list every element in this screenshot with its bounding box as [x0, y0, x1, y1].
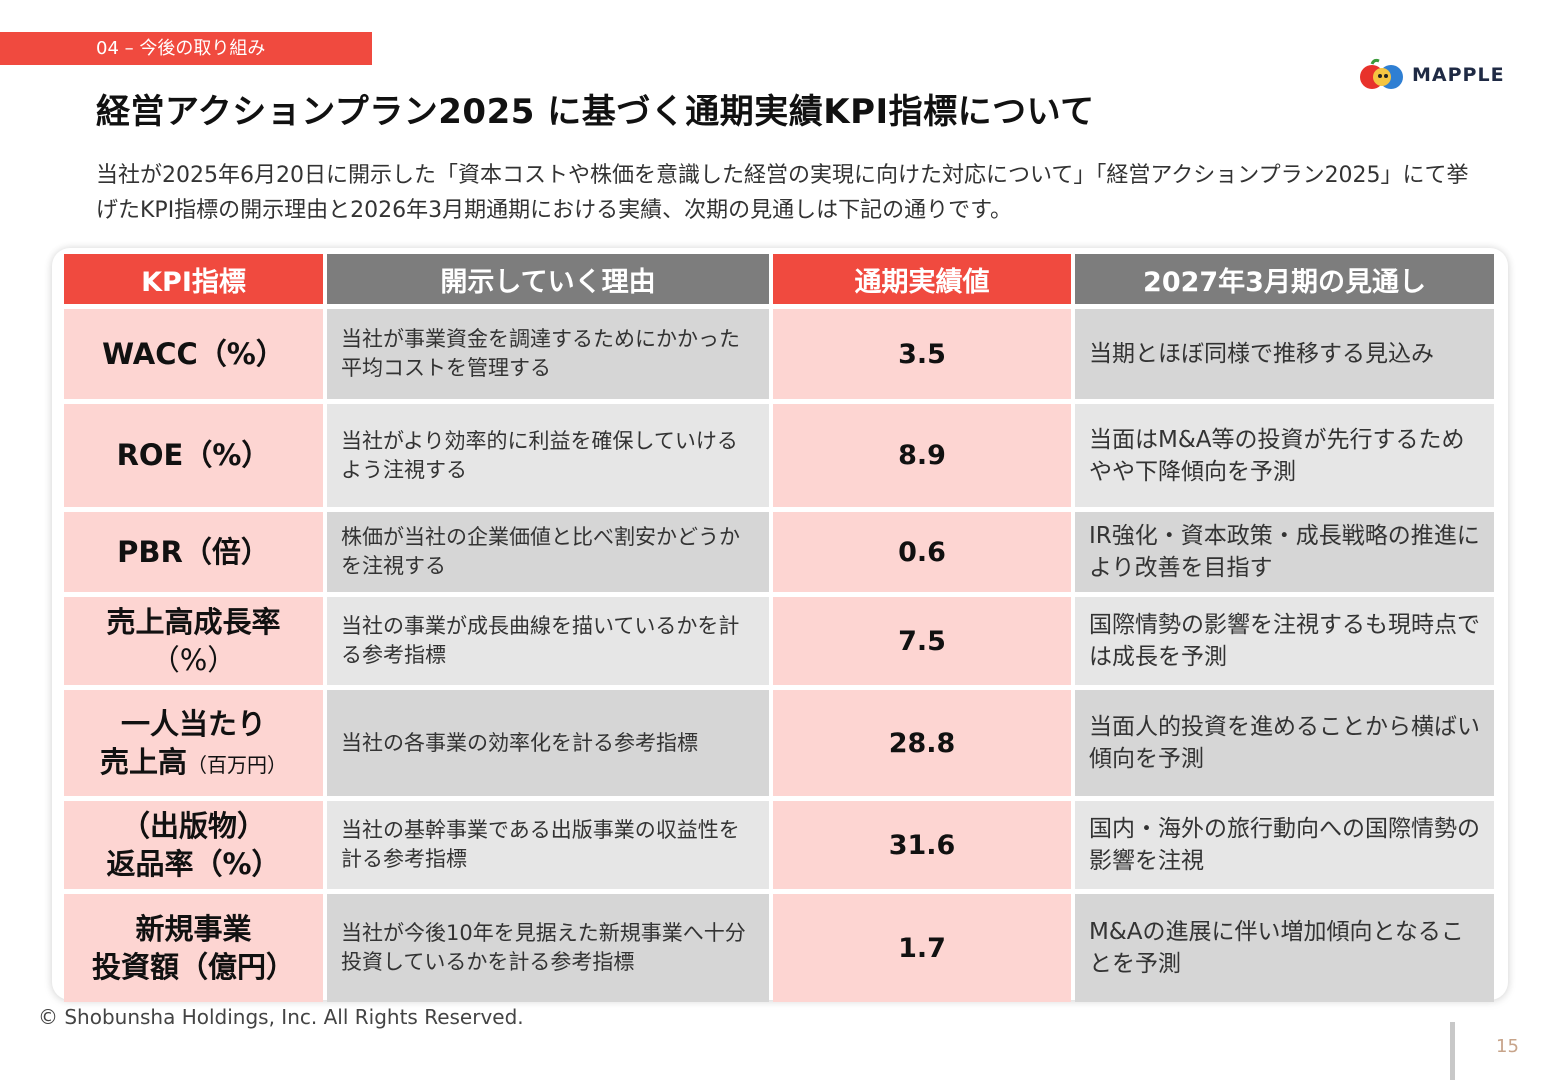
kpi-name: 新規事業: [135, 911, 252, 946]
reason-cell: 当社が今後10年を見据えた新規事業へ十分投資しているかを計る参考指標: [327, 894, 769, 1002]
kpi-unit: （%）: [150, 643, 237, 677]
page-divider: [1450, 1022, 1455, 1080]
company-logo: MAPPLE: [1358, 56, 1508, 94]
page-title: 経営アクションプラン2025 に基づく通期実績KPI指標について: [96, 92, 1095, 132]
header-outlook: 2027年3月期の見通し: [1075, 254, 1494, 304]
kpi-cell: （出版物） 返品率（%）: [64, 801, 323, 889]
outlook-cell: IR強化・資本政策・成長戦略の推進により改善を目指す: [1075, 512, 1494, 592]
reason-cell: 当社が事業資金を調達するためにかかった平均コストを管理する: [327, 309, 769, 399]
outlook-cell: 当期とほぼ同様で推移する見込み: [1075, 309, 1494, 399]
header-kpi: KPI指標: [64, 254, 323, 304]
kpi-name: 一人当たり: [120, 706, 266, 741]
outlook-cell: 当面人的投資を進めることから横ばい傾向を予測: [1075, 690, 1494, 796]
reason-cell: 当社の事業が成長曲線を描いているかを計る参考指標: [327, 597, 769, 685]
section-tag: 04 – 今後の取り組み: [0, 32, 372, 65]
kpi-name-line2: 投資額（億円）: [91, 950, 295, 984]
copyright: © Shobunsha Holdings, Inc. All Rights Re…: [38, 1005, 524, 1029]
value-cell: 31.6: [773, 801, 1071, 889]
logo-text: MAPPLE: [1412, 64, 1505, 86]
kpi-unit: （百万円）: [187, 753, 287, 777]
reason-cell: 株価が当社の企業価値と比べ割安かどうかを注視する: [327, 512, 769, 592]
value-cell: 28.8: [773, 690, 1071, 796]
reason-cell: 当社の各事業の効率化を計る参考指標: [327, 690, 769, 796]
value-cell: 1.7: [773, 894, 1071, 1002]
outlook-cell: M&Aの進展に伴い増加傾向となることを予測: [1075, 894, 1494, 1002]
kpi-cell: WACC（%）: [64, 309, 323, 399]
lead-paragraph: 当社が2025年6月20日に開示した「資本コストや株価を意識した経営の実現に向け…: [96, 163, 1469, 223]
kpi-cell: 売上高成長率 （%）: [64, 597, 323, 685]
outlook-cell: 国際情勢の影響を注視するも現時点では成長を予測: [1075, 597, 1494, 685]
kpi-cell: 一人当たり 売上高（百万円）: [64, 690, 323, 796]
kpi-cell: ROE（%）: [64, 404, 323, 507]
kpi-cell: 新規事業 投資額（億円）: [64, 894, 323, 1002]
kpi-name: ROE（%）: [116, 438, 271, 473]
header-reason: 開示していく理由: [327, 254, 769, 304]
kpi-name-line2: 売上高（百万円）: [99, 745, 287, 779]
value-cell: 7.5: [773, 597, 1071, 685]
kpi-table: KPI指標 開示していく理由 通期実績値 2027年3月期の見通し WACC（%…: [64, 254, 1494, 1002]
kpi-name: WACC（%）: [102, 336, 285, 371]
reason-cell: 当社の基幹事業である出版事業の収益性を計る参考指標: [327, 801, 769, 889]
reason-cell: 当社がより効率的に利益を確保していけるよう注視する: [327, 404, 769, 507]
kpi-cell: PBR（倍）: [64, 512, 323, 592]
page-number: 15: [1496, 1036, 1519, 1057]
kpi-name: PBR（倍）: [117, 534, 270, 569]
value-cell: 0.6: [773, 512, 1071, 592]
outlook-cell: 国内・海外の旅行動向への国際情勢の影響を注視: [1075, 801, 1494, 889]
header-actual: 通期実績値: [773, 254, 1071, 304]
outlook-cell: 当面はM&A等の投資が先行するためやや下降傾向を予測: [1075, 404, 1494, 507]
kpi-name: 売上高成長率: [106, 604, 281, 639]
apple-mascot-icon: [1360, 58, 1403, 89]
value-cell: 8.9: [773, 404, 1071, 507]
kpi-name-line2: 返品率（%）: [106, 847, 281, 881]
value-cell: 3.5: [773, 309, 1071, 399]
kpi-name: （出版物）: [120, 808, 266, 843]
